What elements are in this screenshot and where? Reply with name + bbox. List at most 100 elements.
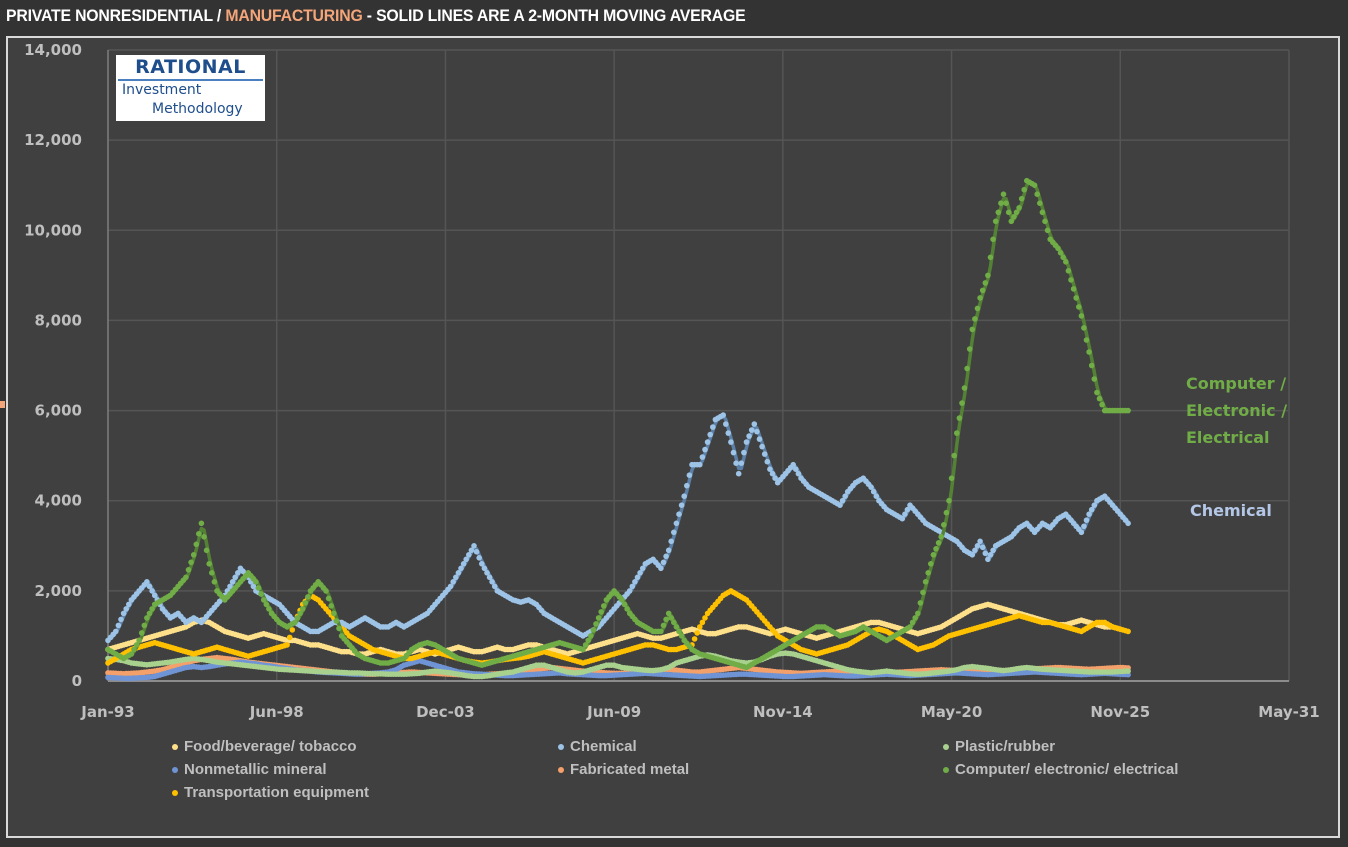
data-point-chemical — [460, 561, 467, 567]
data-point-computer — [198, 520, 205, 527]
data-point-chemical — [870, 488, 877, 495]
series-transportation — [105, 588, 1131, 666]
legend-item-nonmetallic[interactable]: Nonmetallic mineral — [172, 761, 327, 778]
data-point-computer — [979, 287, 986, 294]
x-tick-label: May-20 — [921, 703, 982, 721]
legend-item-fabricated[interactable]: Fabricated metal — [558, 761, 689, 778]
data-point-computer — [590, 627, 597, 633]
data-point-chemical — [987, 552, 994, 558]
data-point-chemical — [842, 493, 848, 500]
data-point-computer — [136, 637, 142, 644]
data-point-chemical — [484, 570, 490, 576]
data-point-chemical — [453, 574, 459, 581]
data-point-computer — [149, 606, 155, 612]
legend-item-transportation[interactable]: Transportation equipment — [172, 784, 369, 801]
data-point-computer — [294, 615, 301, 621]
data-point-computer — [956, 415, 963, 421]
data-point-computer — [595, 615, 602, 621]
data-point-computer — [201, 534, 207, 540]
data-point-computer — [943, 509, 950, 516]
legend-item-food[interactable]: Food/beverage/ tobacco — [172, 738, 357, 755]
data-point-chemical — [723, 421, 729, 427]
data-point-chemical — [146, 583, 153, 590]
data-point-chemical — [151, 592, 158, 599]
data-point-computer — [128, 651, 135, 657]
data-point-chemical — [681, 493, 687, 500]
data-point-chemical — [684, 482, 690, 489]
data-point-chemical — [839, 497, 846, 504]
series-layer — [105, 177, 1131, 682]
legend-item-chemical[interactable]: Chemical — [558, 738, 637, 755]
data-point-chemical — [710, 424, 716, 430]
data-point-chemical — [748, 427, 755, 433]
y-tick-label: 6,000 — [35, 402, 82, 420]
annotation-computer-line-2: Electronic / — [1186, 401, 1288, 420]
data-point-chemical — [707, 431, 713, 438]
data-point-chemical — [741, 449, 747, 456]
data-point-computer — [196, 531, 202, 537]
data-point-chemical — [974, 543, 981, 549]
data-point-computer — [966, 346, 973, 352]
data-point-computer — [146, 610, 153, 617]
logo-investment: Investment — [122, 82, 202, 98]
data-point-computer — [585, 637, 591, 644]
legend-label: Nonmetallic mineral — [184, 761, 327, 778]
data-point-chemical — [720, 412, 726, 418]
chart-title: PRIVATE NONRESIDENTIAL / MANUFACTURING -… — [6, 6, 746, 30]
data-point-chemical — [1086, 511, 1092, 517]
data-point-computer — [1070, 286, 1077, 292]
data-point-computer — [933, 546, 939, 552]
data-point-chemical — [476, 555, 483, 561]
data-point-chemical — [481, 565, 488, 572]
data-point-computer — [1039, 209, 1046, 216]
annotation-computer-line-1: Computer / — [1186, 374, 1287, 393]
data-point-computer — [328, 603, 335, 609]
data-point-chemical — [639, 565, 646, 572]
legend-marker-fabricated — [558, 766, 564, 773]
data-point-computer — [668, 615, 674, 621]
data-point-chemical — [232, 574, 238, 581]
data-point-chemical — [144, 579, 150, 585]
x-tick-label: Jan-93 — [80, 703, 134, 721]
data-point-computer — [1060, 254, 1066, 261]
data-point-chemical — [671, 529, 677, 536]
data-point-chemical — [793, 466, 799, 473]
data-point-chemical — [697, 461, 703, 468]
data-point-computer — [977, 295, 983, 301]
data-point-chemical — [473, 549, 480, 555]
chart-frame — [6, 36, 1340, 838]
data-point-computer — [948, 475, 955, 482]
data-point-chemical — [904, 506, 911, 513]
data-point-computer — [671, 619, 677, 626]
data-point-chemical — [990, 547, 996, 554]
data-point-chemical — [725, 430, 732, 436]
x-tick-label: Nov-25 — [1090, 703, 1150, 721]
series-chemical — [105, 412, 1131, 644]
data-point-chemical — [486, 574, 493, 581]
data-point-chemical — [769, 470, 776, 477]
data-point-chemical — [634, 574, 641, 581]
x-tick-label: Jun-09 — [586, 703, 641, 721]
data-point-computer — [1086, 349, 1092, 355]
data-point-computer — [255, 585, 262, 591]
legend-item-computer[interactable]: Computer/ electronic/ electrical — [943, 761, 1178, 778]
title-part-1: PRIVATE NONRESIDENTIAL / — [6, 6, 226, 25]
data-point-chemical — [899, 515, 906, 522]
data-point-chemical — [873, 493, 880, 500]
data-point-chemical — [754, 428, 760, 435]
data-point-computer — [665, 610, 672, 617]
legend-item-plastic[interactable]: Plastic/rubber — [943, 738, 1055, 755]
data-point-computer — [1091, 376, 1098, 382]
data-point-chemical — [471, 543, 477, 549]
data-point-computer — [1031, 182, 1038, 188]
x-tick-label: Nov-14 — [753, 703, 813, 721]
data-point-computer — [1013, 209, 1020, 216]
logo-rational: RATIONAL — [118, 55, 263, 81]
data-point-chemical — [686, 472, 693, 479]
x-axis-ticks: Jan-93 Jun-98 Dec-03 Jun-09 Nov-14 May-20 Nov-… — [80, 703, 1319, 721]
data-point-chemical — [761, 451, 768, 457]
data-point-chemical — [1083, 517, 1090, 523]
data-point-computer — [323, 588, 329, 594]
data-point-chemical — [756, 436, 763, 442]
data-point-transportation — [694, 630, 700, 636]
